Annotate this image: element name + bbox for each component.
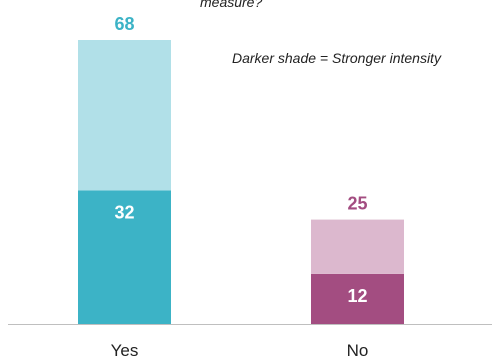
x-tick-label-yes: Yes — [111, 341, 139, 358]
chart-title-fragment: measure? — [200, 0, 263, 10]
data-label-no-strong: 12 — [347, 286, 367, 306]
intensity-note: Darker shade = Stronger intensity — [232, 50, 441, 66]
bar-yes-other — [78, 40, 171, 191]
bar-no-other — [311, 219, 404, 274]
data-label-yes-strong: 32 — [114, 202, 134, 222]
x-tick-label-no: No — [347, 341, 369, 358]
bar-yes-strong — [78, 190, 171, 324]
bar-no-strong — [311, 273, 404, 324]
data-label-yes-total: 68 — [114, 14, 134, 34]
data-label-no-total: 25 — [347, 194, 367, 214]
